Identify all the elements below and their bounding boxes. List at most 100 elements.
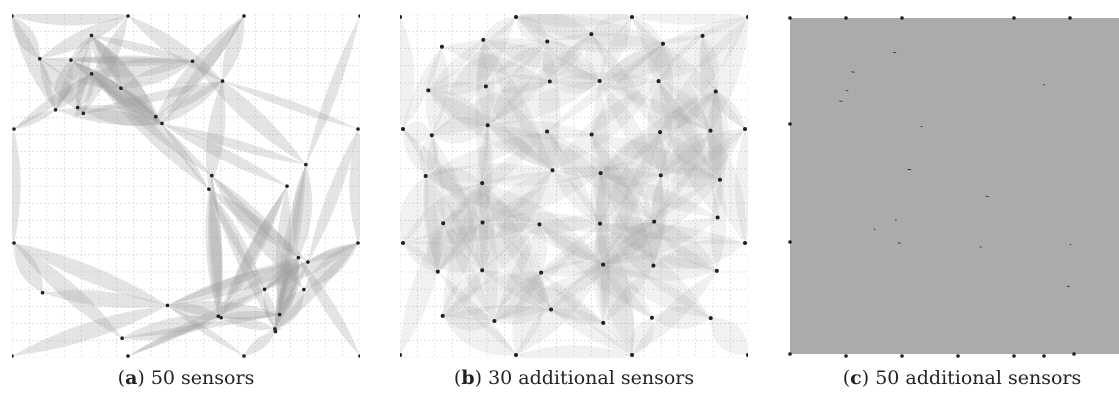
coverage-lens	[208, 189, 265, 290]
sensor-dot	[12, 14, 14, 18]
sensor-dot	[537, 222, 542, 227]
coverage-lens	[647, 81, 672, 176]
sensor-dot	[40, 290, 45, 295]
sensor-dot	[788, 240, 792, 244]
sensor-dot	[439, 44, 444, 49]
sensor-dot	[306, 260, 310, 264]
coverage-lens	[547, 131, 601, 224]
coverage-gap-mark	[845, 90, 849, 92]
coverage-lens	[482, 170, 553, 271]
coverage-gap-mark	[892, 51, 897, 54]
coverage-lens	[599, 81, 661, 176]
coverage-lens	[662, 43, 745, 129]
coverage-lens	[442, 272, 542, 317]
coverage-lens	[167, 305, 244, 356]
sensor-markers	[12, 14, 360, 358]
sensor-dot	[75, 105, 80, 110]
coverage-lens	[539, 224, 652, 318]
sensor-dot	[788, 352, 792, 356]
sensor-dot	[81, 111, 86, 116]
coverage-lens	[443, 131, 548, 224]
coverage-lens	[403, 241, 483, 273]
sensor-dot	[601, 262, 606, 267]
coverage-lens	[208, 189, 275, 329]
coverage-lens	[600, 222, 745, 245]
panel-b-plot	[400, 14, 748, 358]
sensor-dot	[89, 72, 94, 76]
coverage-lens	[600, 223, 711, 319]
coverage-lens	[70, 60, 162, 124]
sensor-dot	[273, 329, 278, 334]
coverage-lens	[485, 86, 553, 171]
sensor-dot	[481, 37, 486, 42]
sensor-dot	[743, 241, 747, 245]
coverage-lens	[161, 123, 288, 187]
coverage-lens	[55, 35, 92, 110]
coverage-lens	[482, 212, 601, 234]
coverage-lens	[630, 317, 654, 355]
sensor-dot	[242, 354, 246, 358]
sensor-dot	[12, 241, 16, 245]
coverage-lens	[155, 81, 223, 117]
coverage-lens	[594, 173, 609, 265]
coverage-lens	[541, 41, 556, 82]
coverage-lens	[161, 81, 223, 124]
sensor-dot	[651, 263, 656, 268]
coverage-lens	[710, 17, 748, 131]
coverage-lens	[39, 58, 56, 110]
coverage-lens	[549, 72, 659, 91]
caption-c-text: 50 additional sensors	[875, 367, 1082, 389]
sensor-dot	[485, 123, 490, 128]
sensor-dot	[714, 268, 719, 273]
coverage-lens	[552, 170, 601, 224]
sensor-dot	[1012, 354, 1016, 358]
panel-b-sensor-coverage	[400, 14, 748, 358]
coverage-lens	[648, 43, 674, 82]
coverage-lens	[152, 113, 166, 127]
coverage-lens	[428, 82, 486, 95]
coverage-lens	[425, 163, 553, 183]
coverage-lens	[14, 243, 168, 306]
coverage-lens	[483, 39, 600, 82]
coverage-lens	[599, 17, 632, 82]
sensor-dot	[358, 354, 360, 358]
coverage-lens	[603, 264, 711, 319]
coverage-lens	[516, 14, 592, 40]
coverage-lens	[597, 223, 635, 355]
coverage-lens	[402, 129, 426, 176]
sensor-dot	[12, 127, 16, 131]
sensor-dot	[656, 79, 661, 84]
sensor-dot	[53, 108, 58, 112]
coverage-lens	[599, 35, 703, 82]
coverage-lens	[91, 73, 212, 176]
sensor-dot	[1068, 16, 1072, 20]
sensor-dot	[480, 268, 485, 273]
sensor-dot	[190, 59, 195, 64]
coverage-lens	[221, 186, 288, 318]
coverage-lens	[632, 17, 663, 44]
coverage-lens	[654, 130, 711, 222]
coverage-lens	[487, 125, 553, 171]
coverage-lens	[12, 16, 40, 59]
coverage-lens	[516, 17, 600, 82]
coverage-lens	[603, 132, 661, 265]
sensor-dot	[514, 353, 518, 357]
sensor-dot	[547, 79, 552, 84]
coverage-lens	[600, 223, 717, 271]
sensor-markers	[788, 16, 1076, 358]
panel-c-plot	[788, 16, 1119, 358]
sensor-dot	[356, 241, 360, 245]
coverage-lens	[91, 73, 162, 124]
sensor-dot	[514, 15, 518, 19]
coverage-lens	[512, 272, 545, 355]
coverage-lens	[431, 135, 483, 271]
coverage-lens	[603, 264, 652, 318]
coverage-lens	[649, 43, 674, 133]
coverage-lens	[516, 14, 663, 47]
sensor-dot	[649, 315, 654, 320]
coverage-lens	[494, 223, 601, 321]
caption-c: (c) 50 additional sensors	[842, 367, 1082, 389]
coverage-lens	[279, 257, 299, 315]
coverage-lens	[482, 170, 553, 223]
coverage-lens	[585, 34, 606, 82]
